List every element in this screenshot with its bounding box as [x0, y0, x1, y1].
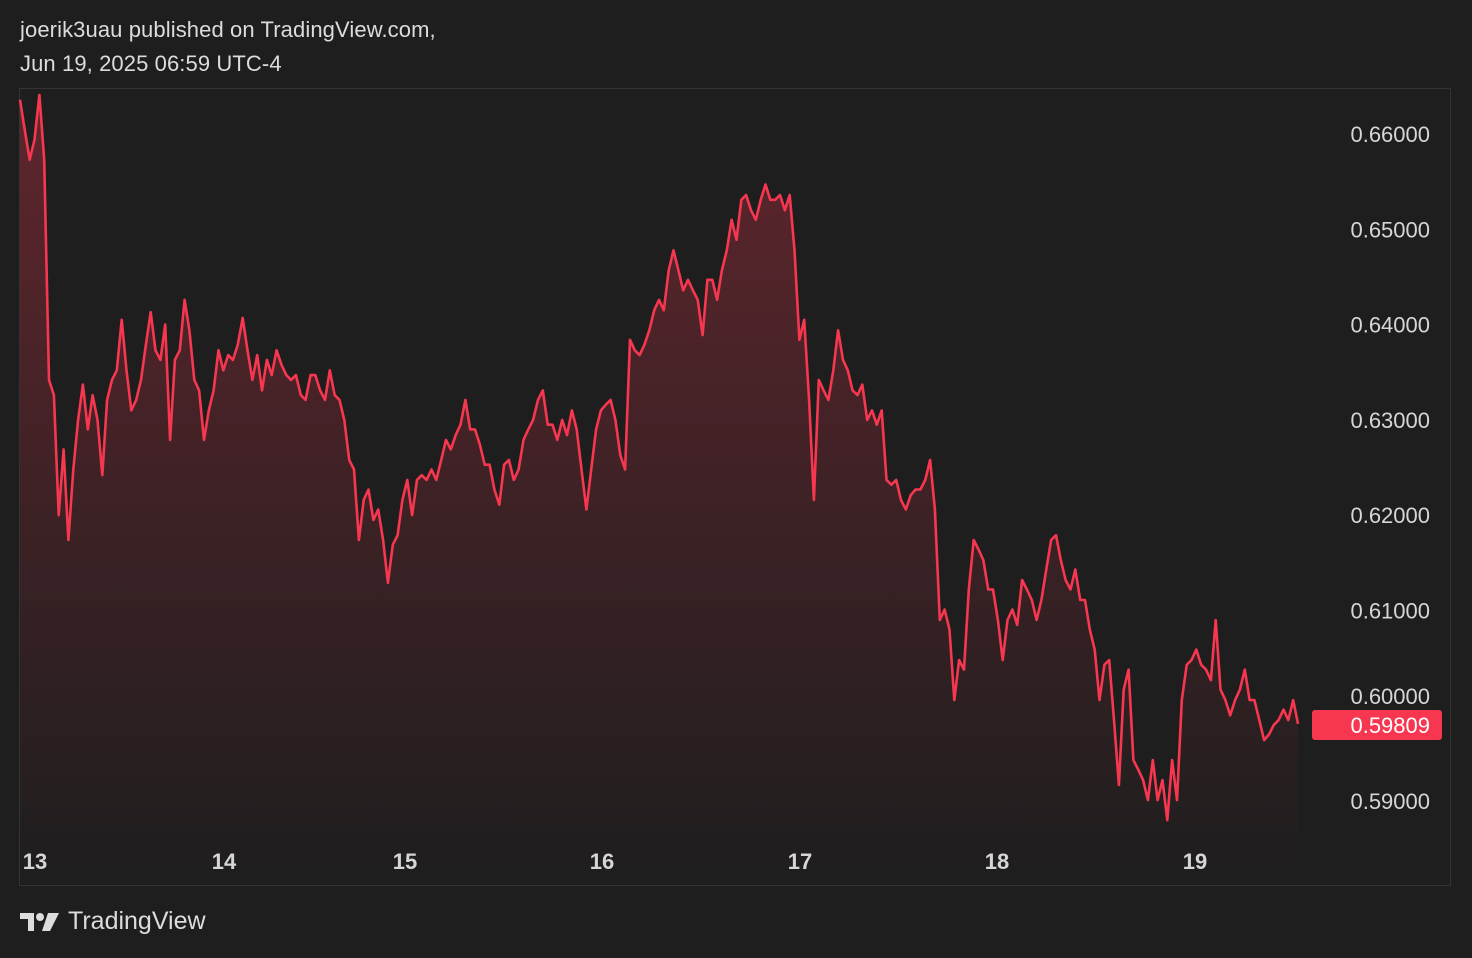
tradingview-logo-icon: [20, 912, 59, 931]
y-tick-label: 0.65000: [1350, 217, 1430, 242]
publish-info: joerik3uau published on TradingView.com,: [20, 17, 436, 42]
y-tick-label: 0.60000: [1350, 684, 1430, 709]
y-tick-label: 0.63000: [1350, 408, 1430, 433]
last-price-badge: 0.59809: [1312, 710, 1442, 740]
y-tick-label: 0.66000: [1350, 122, 1430, 147]
price-area-fill: [20, 94, 1298, 886]
x-tick-label: 14: [212, 849, 237, 874]
x-tick-label: 18: [985, 849, 1009, 874]
x-tick-label: 19: [1183, 849, 1207, 874]
price-line: [18, 93, 1300, 822]
y-tick-label: 0.59000: [1350, 789, 1430, 814]
y-tick-label: 0.62000: [1350, 503, 1430, 528]
x-tick-label: 15: [393, 849, 417, 874]
last-price-label: 0.59809: [1350, 713, 1430, 738]
x-tick-label: 13: [23, 849, 47, 874]
brand-name: TradingView: [68, 907, 206, 935]
y-tick-label: 0.64000: [1350, 313, 1430, 338]
publish-timestamp: Jun 19, 2025 06:59 UTC-4: [20, 51, 282, 76]
y-tick-label: 0.61000: [1350, 599, 1430, 624]
tradingview-logo[interactable]: TradingView: [20, 907, 206, 936]
x-tick-label: 17: [788, 849, 812, 874]
x-tick-label: 16: [590, 849, 614, 874]
